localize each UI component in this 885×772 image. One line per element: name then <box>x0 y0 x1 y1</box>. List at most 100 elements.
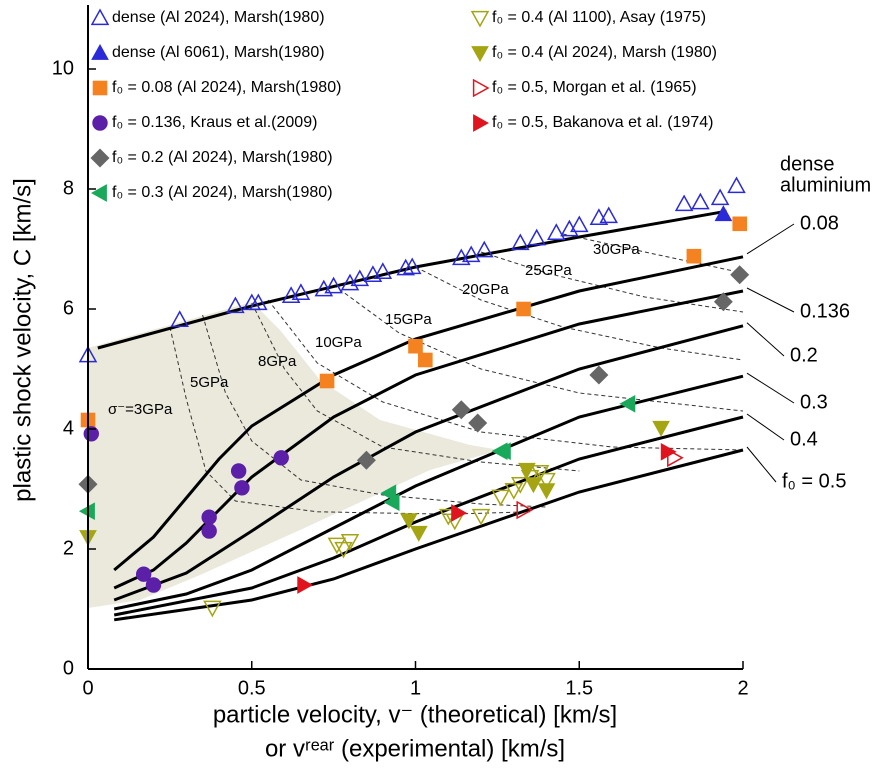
leader-line <box>746 223 795 255</box>
marker <box>686 248 702 264</box>
legend-label: f₀ = 0.08 (Al 2024), Marsh(1980) <box>112 79 341 96</box>
leader-line <box>746 372 795 404</box>
marker <box>468 413 488 433</box>
marker <box>714 205 733 222</box>
marker <box>373 262 393 279</box>
legend-label: f₀ = 0.3 (Al 2024), Marsh(1980) <box>112 184 333 201</box>
marker <box>518 462 536 479</box>
isobar <box>333 284 744 412</box>
legend-marker <box>472 78 490 98</box>
leader-line <box>746 287 795 313</box>
isobar <box>562 233 744 274</box>
curve-label: 0.3 <box>800 391 828 413</box>
marker <box>291 283 311 300</box>
legend-label: f₀ = 0.4 (Al 2024), Marsh (1980) <box>492 44 717 61</box>
marker <box>504 483 524 500</box>
marker <box>691 192 710 210</box>
marker <box>524 477 543 494</box>
legend-marker <box>91 43 109 60</box>
marker <box>619 394 636 413</box>
marker <box>396 258 415 276</box>
isobar <box>480 251 744 313</box>
isobar-label: 5GPa <box>190 374 229 391</box>
legend-marker <box>90 8 110 26</box>
isobar-label: 20GPa <box>462 281 509 298</box>
isobar <box>415 266 744 361</box>
marker <box>511 477 530 494</box>
curve <box>113 374 744 611</box>
marker <box>203 600 222 618</box>
marker <box>145 577 162 593</box>
marker <box>727 176 746 194</box>
isobar-label: 10GPa <box>315 334 362 351</box>
legend-marker <box>473 114 490 132</box>
marker <box>249 293 268 311</box>
marker <box>408 338 423 354</box>
marker <box>451 400 471 420</box>
legend-label: dense (Al 6061), Marsh(1980) <box>112 44 325 61</box>
marker <box>570 215 589 233</box>
y-axis-title: plastic shock velocity, C [km/s] <box>9 178 36 502</box>
marker <box>652 420 670 437</box>
x-tick-label: 1 <box>410 677 421 699</box>
marker <box>409 525 428 542</box>
isobar-label: 15GPa <box>385 311 432 328</box>
y-tick-label: 4 <box>63 417 74 439</box>
legend-marker <box>92 80 108 96</box>
marker <box>297 576 314 594</box>
marker <box>356 450 376 470</box>
marker <box>660 442 677 461</box>
marker <box>234 480 250 496</box>
curve-label: 0.08 <box>800 212 839 234</box>
marker <box>201 523 217 539</box>
marker <box>516 301 531 317</box>
legend-marker <box>92 115 108 131</box>
marker <box>451 504 468 522</box>
isobar <box>267 299 744 451</box>
marker <box>340 534 360 551</box>
legend-label: f₀ = 0.4 (Al 1100), Asay (1975) <box>492 9 706 26</box>
legend-label: f₀ = 0.5, Morgan et al. (1965) <box>492 79 697 96</box>
curve-label: aluminium <box>780 174 871 196</box>
isobar-label: 30GPa <box>593 241 640 258</box>
curve-label: 0.4 <box>790 428 818 450</box>
curve <box>113 448 744 622</box>
marker <box>327 537 347 555</box>
isobar-label: 8GPa <box>258 353 297 370</box>
y-tick-label: 10 <box>52 57 74 79</box>
legend-label: dense (Al 2024), Marsh(1980) <box>112 9 325 26</box>
marker <box>667 448 684 468</box>
plot-area <box>78 176 750 622</box>
isobar <box>251 302 580 472</box>
curve <box>113 289 744 590</box>
isobar-label: σ⁻=3GPa <box>108 401 173 418</box>
marker <box>599 206 618 224</box>
legend-label: f₀ = 0.136, Kraus et al.(2009) <box>112 114 317 131</box>
marker <box>400 513 418 530</box>
shaded-region <box>88 302 500 608</box>
marker <box>380 484 397 503</box>
x-tick-label: 0 <box>82 677 93 699</box>
curve <box>113 324 744 602</box>
legend-marker <box>90 148 110 168</box>
isobar <box>169 326 531 515</box>
legend-label: f₀ = 0.2 (Al 2024), Marsh(1980) <box>112 149 333 166</box>
marker <box>226 296 245 314</box>
marker <box>674 194 694 212</box>
marker <box>334 541 353 559</box>
curve-label: 0.136 <box>800 300 850 322</box>
curve-label: f₀ = 0.5 <box>782 470 846 492</box>
marker <box>732 216 748 232</box>
marker <box>402 257 422 275</box>
x-tick-label: 2 <box>737 677 748 699</box>
marker <box>475 240 494 258</box>
marker <box>350 269 370 287</box>
marker <box>491 489 510 507</box>
y-tick-label: 2 <box>63 537 74 559</box>
marker <box>170 310 189 327</box>
curve-label: dense <box>780 153 835 175</box>
isobar <box>202 314 547 508</box>
marker <box>135 566 152 582</box>
